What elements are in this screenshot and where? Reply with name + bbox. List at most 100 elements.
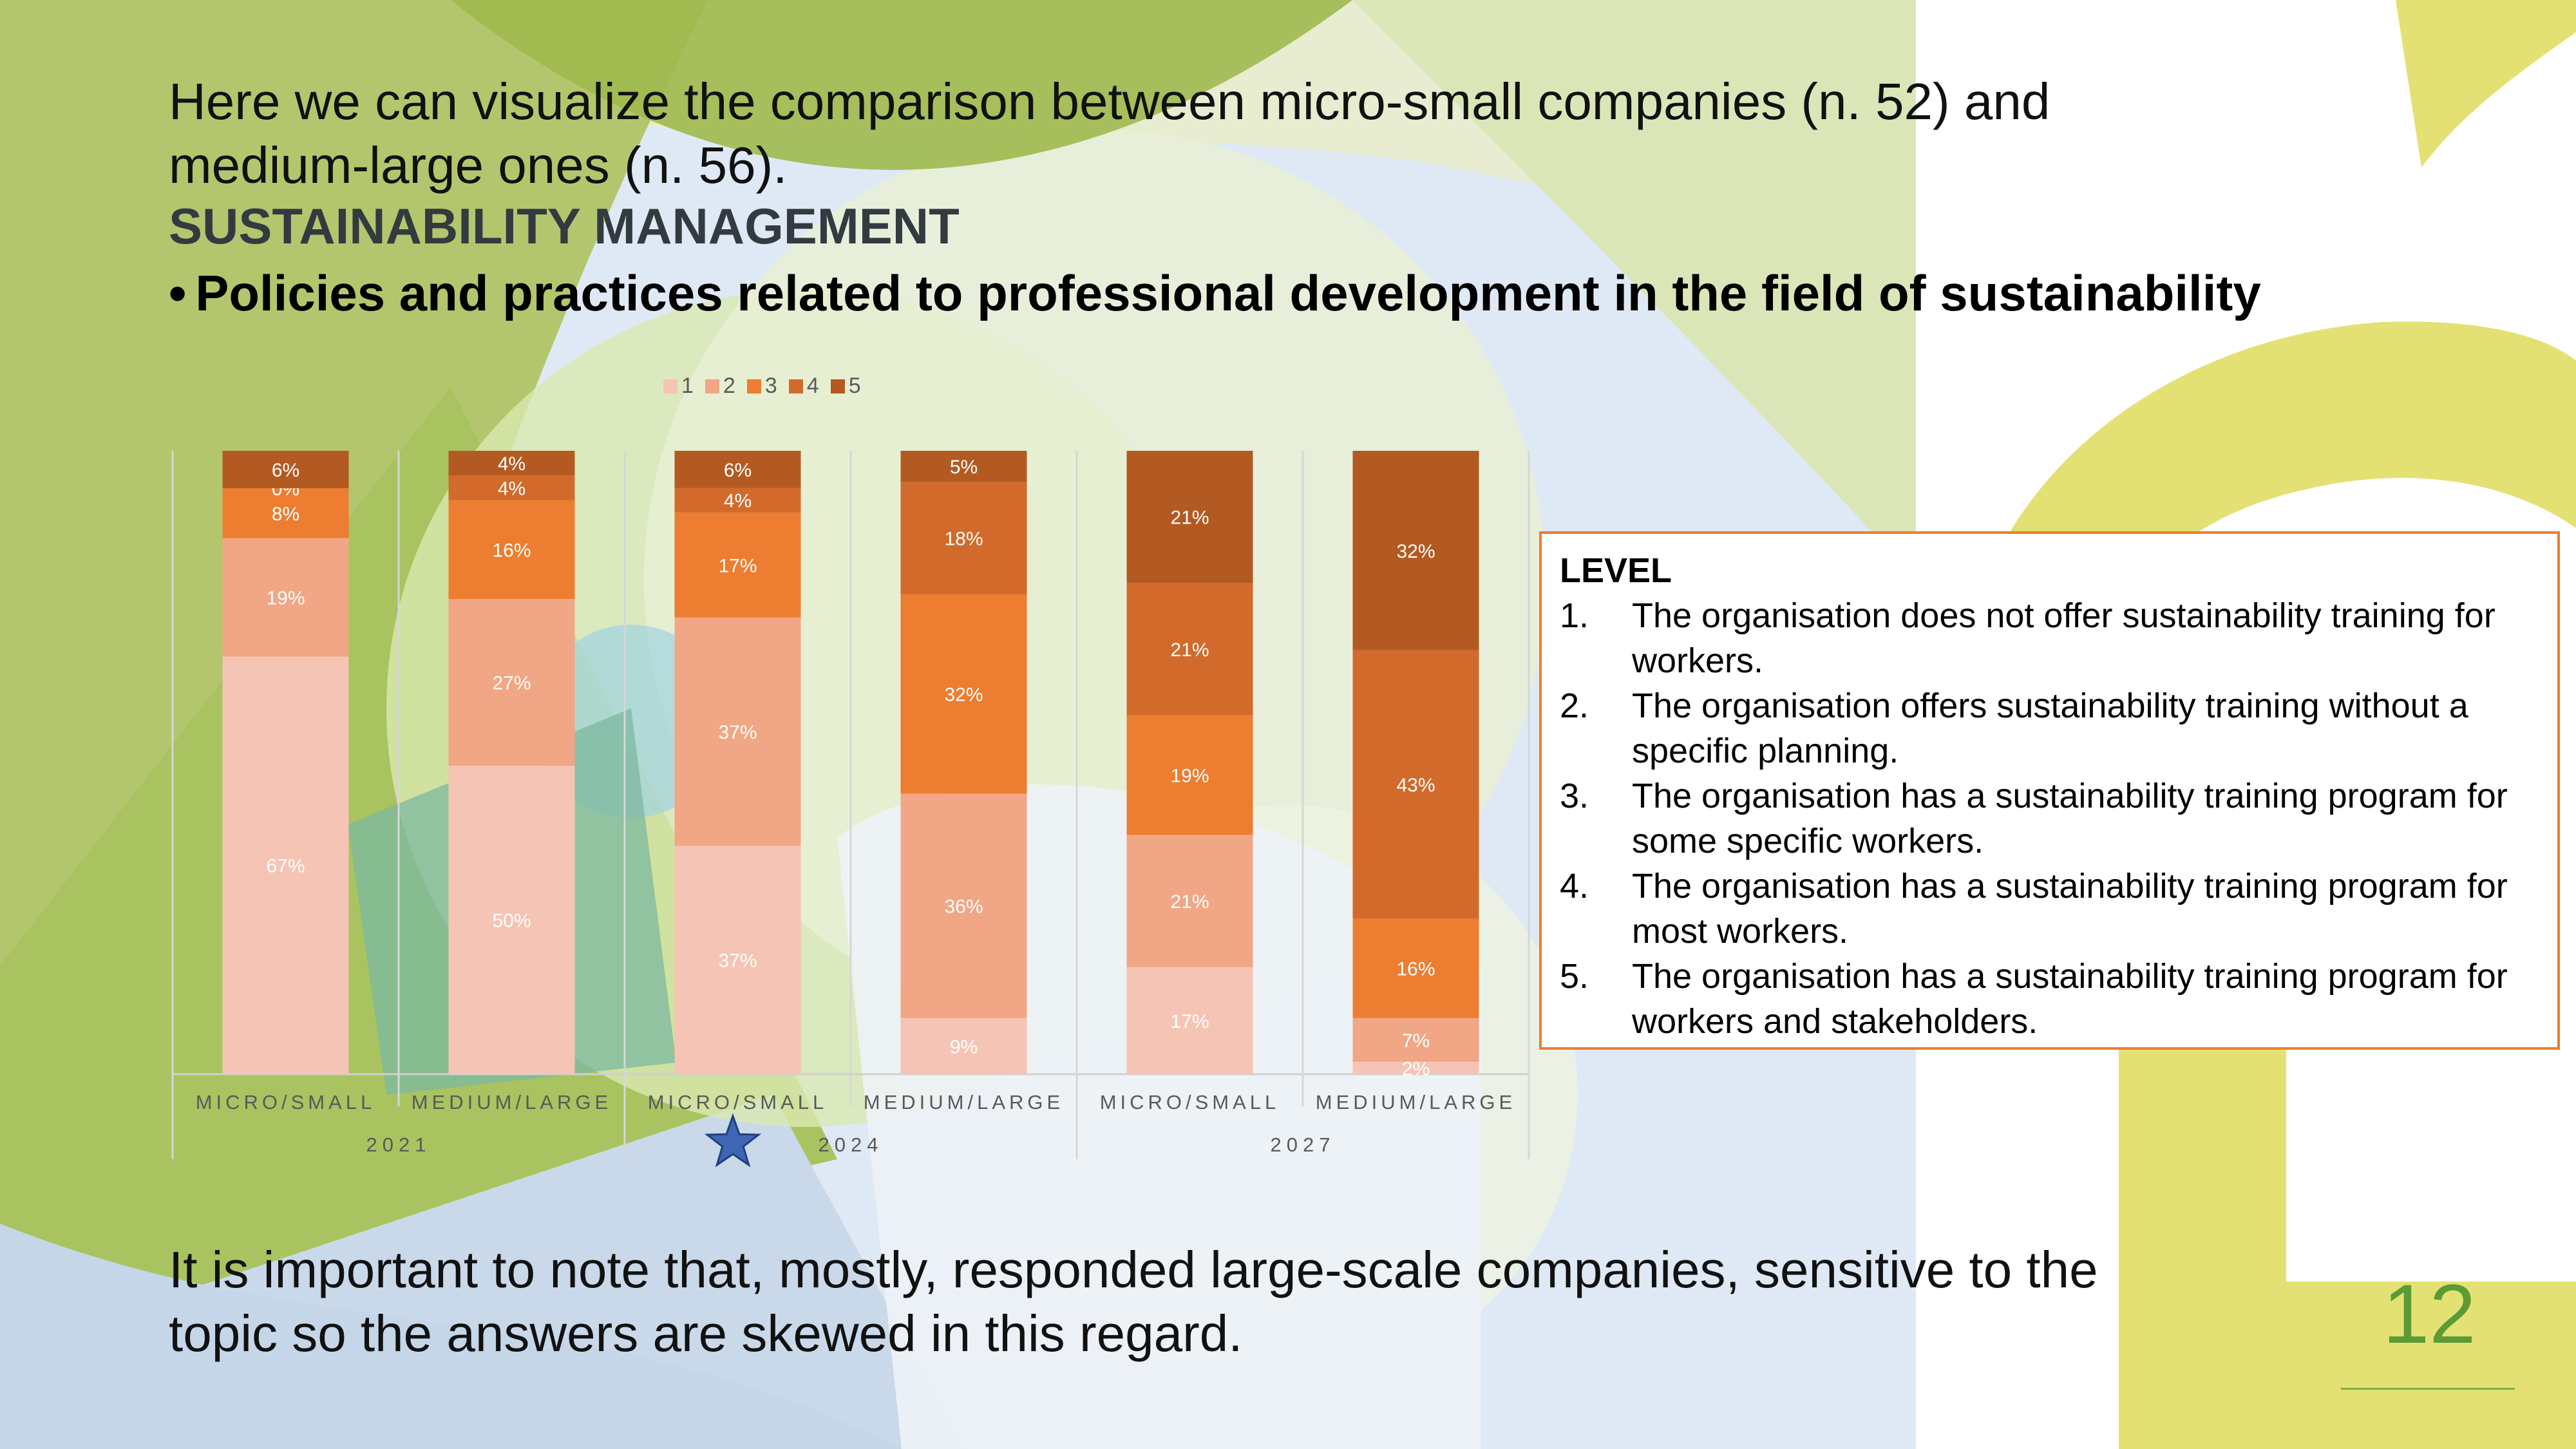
legend-swatch [788,379,803,393]
data-label: 16% [492,540,531,561]
category-label: MEDIUM/LARGE [1316,1091,1516,1113]
level-item: 3. The organisation has a sustainability … [1560,773,2538,864]
bar-segment [900,793,1027,1018]
bar-segment [674,846,801,1074]
data-label: 5% [950,457,978,478]
category-label: MEDIUM/LARGE [412,1091,612,1113]
bar-segment [1352,650,1479,918]
data-label: 19% [266,587,305,609]
level-item: 4. The organisation has a sustainability … [1560,864,2538,954]
bar-segment [674,451,801,488]
bar-segment [900,594,1027,794]
data-label: 21% [1170,507,1209,529]
page-number: 12 [2383,1267,2476,1361]
data-label: 4% [498,453,526,475]
group-label: 2021 [366,1133,431,1156]
data-label: 4% [498,478,526,500]
group-label: 2027 [1271,1133,1336,1156]
group-label: 2024 [819,1133,884,1156]
bar-segment [448,599,575,766]
data-label: 37% [718,722,757,743]
legend-label: 2 [723,374,735,398]
legend-item: 5 [830,374,861,399]
data-label: 4% [724,491,752,512]
bar-segment [448,765,575,1074]
category-label: MICRO/SMALL [196,1091,376,1113]
data-label: 17% [1170,1011,1209,1032]
legend-item: 3 [746,374,777,399]
bar-segment [1126,835,1253,967]
legend-item: 4 [788,374,819,399]
level-item-number: 1. [1560,596,1589,635]
bar-segment [222,488,349,538]
data-label: 8% [272,504,299,525]
level-list: 1. The organisation does not offer sustai… [1560,593,2538,1044]
data-label: 6% [272,460,299,481]
level-title: LEVEL [1560,551,1672,590]
data-label: 67% [266,856,305,877]
data-label: 43% [1396,775,1435,796]
bar-segment [448,500,575,600]
data-label: 6% [724,460,752,481]
data-label: 27% [492,672,531,694]
data-label: 21% [1170,639,1209,661]
level-item-number: 3. [1560,777,1589,815]
bar-segment [222,656,349,1074]
data-label: 36% [944,896,983,918]
bar-segment [674,617,801,846]
data-label: 17% [718,555,757,576]
legend-item: 1 [663,374,694,399]
bar-segment [900,451,1027,482]
bar-segment [674,488,801,513]
level-item-text: The organisation has a sustainability tr… [1632,867,2508,951]
level-legend-box: LEVEL 1. The organisation does not offer … [1539,531,2560,1050]
bar-segment [222,451,349,489]
legend-swatch [830,379,845,393]
bullet-text: Policies and practices related to profes… [195,265,2261,321]
page-number-underline [2341,1388,2515,1390]
level-item-number: 5. [1560,957,1589,996]
legend-swatch [705,379,719,393]
bar-segment [448,451,575,476]
intro-text: Here we can visualize the comparison bet… [169,73,2050,194]
data-label: 32% [1396,541,1435,562]
star-icon [704,1113,762,1168]
bullet-heading: • Policies and practices related to profe… [169,264,2261,323]
bar-segment [222,538,349,657]
chart-legend: 1 2 3 4 5 [663,374,861,399]
bar-segment [1352,1018,1479,1062]
data-label: 2% [1402,1058,1430,1079]
data-label: 7% [1402,1030,1430,1052]
level-item: 2. The organisation offers sustainability… [1560,683,2538,773]
bar-segment [674,512,801,618]
bar-segment [900,1018,1027,1074]
data-label: 32% [944,685,983,706]
category-label: MICRO/SMALL [1100,1091,1280,1113]
category-label: MICRO/SMALL [648,1091,828,1113]
level-item-number: 2. [1560,687,1589,725]
data-label: 9% [950,1036,978,1057]
level-item-text: The organisation does not offer sustaina… [1632,596,2496,680]
legend-item: 2 [705,374,735,399]
data-label: 18% [944,529,983,550]
level-item-text: The organisation has a sustainability tr… [1632,957,2508,1041]
legend-label: 5 [848,374,861,398]
bar-segment [1126,715,1253,835]
level-item: 5. The organisation has a sustainability … [1560,954,2538,1044]
footnote-text: It is important to note that, mostly, re… [169,1241,2098,1362]
bar-segment [1352,1061,1479,1074]
data-label: 21% [1170,891,1209,913]
bar-segment [1352,451,1479,650]
legend-label: 3 [764,374,777,398]
data-label: 50% [492,910,531,931]
level-item-text: The organisation offers sustainability t… [1632,687,2468,770]
bullet-symbol: • [169,265,187,321]
bar-segment [1126,967,1253,1074]
data-label: 19% [1170,766,1209,787]
legend-label: 4 [806,374,819,398]
category-label: MEDIUM/LARGE [864,1091,1064,1113]
level-item-number: 4. [1560,867,1589,905]
legend-label: 1 [681,374,694,398]
bar-segment [1126,583,1253,715]
data-label: 37% [718,951,757,972]
